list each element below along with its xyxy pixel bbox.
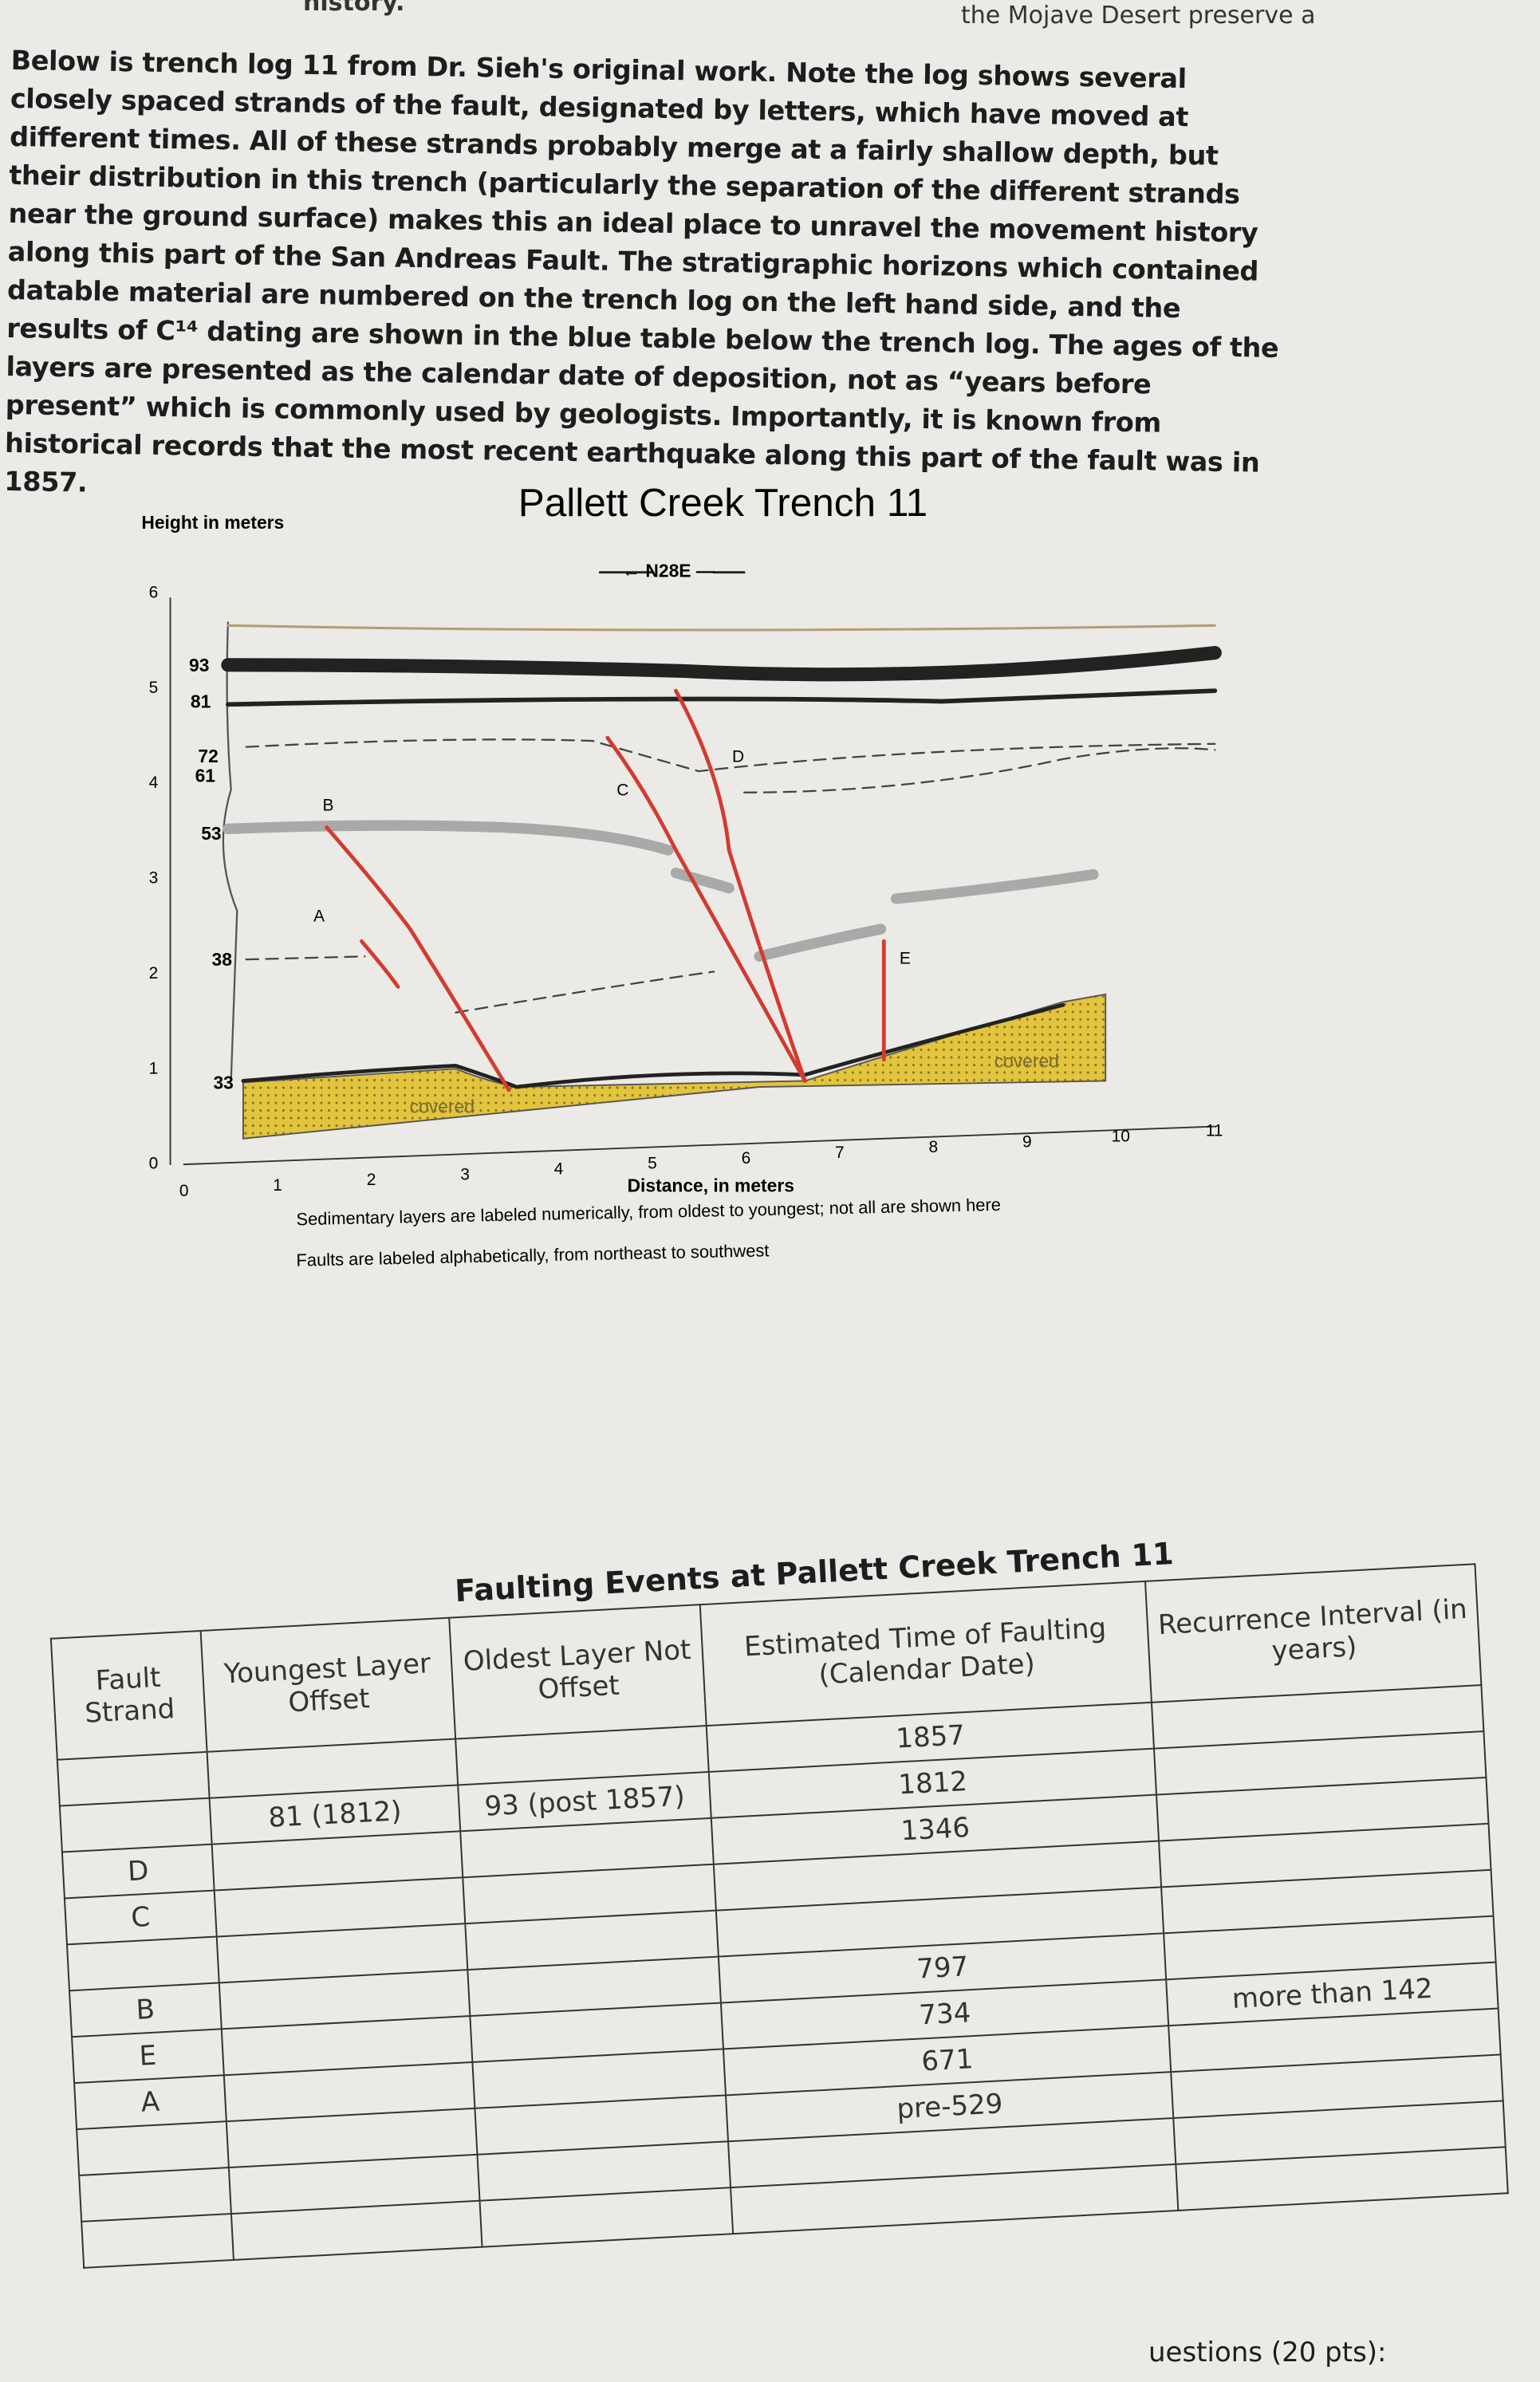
trench-drawing	[169, 571, 1222, 1166]
layer-label: 33	[213, 1072, 233, 1093]
column-header: Estimated Time of Faulting (Calendar Dat…	[699, 1581, 1152, 1726]
table-cell: E	[72, 2029, 224, 2084]
trench-figure: Pallett Creek Trench 11 Height in meters…	[141, 481, 1223, 1270]
x-tick-label: 8	[929, 1138, 939, 1156]
column-header: Oldest Layer Not Offset	[449, 1604, 707, 1739]
x-tick-label: 0	[179, 1182, 189, 1200]
table-cell	[57, 1751, 210, 1806]
column-header: Fault Strand	[50, 1631, 207, 1760]
x-tick-label: 4	[554, 1160, 564, 1179]
table-cell: D	[61, 1844, 215, 1899]
layer-label: 93	[189, 655, 209, 675]
layer-label: 53	[201, 823, 221, 844]
layer-label: 38	[212, 949, 232, 970]
x-tick-label: 9	[1022, 1132, 1032, 1151]
layer-label: 61	[195, 766, 216, 786]
fault-label: E	[900, 950, 911, 968]
table-cell	[79, 2167, 231, 2222]
y-tick-label: 5	[149, 679, 159, 697]
column-header: Recurrence Interval (in years)	[1145, 1564, 1482, 1703]
x-tick-label: 6	[742, 1149, 751, 1167]
column-header: Youngest Layer Offset	[200, 1617, 456, 1752]
events-table: Fault Strand Youngest Layer Offset Oldest …	[50, 1563, 1509, 2269]
fault-label: A	[313, 907, 325, 925]
table-cell	[81, 2214, 234, 2268]
y-tick-label: 1	[149, 1059, 159, 1077]
layer-label: 72	[198, 746, 218, 766]
footer-fragment: uestions (20 pts):	[1148, 2337, 1387, 2368]
figure-title: Pallett Creek Trench 11	[518, 481, 928, 525]
direction-label: ← N28E —	[622, 561, 715, 581]
caption: Faults are labeled alphabetically, from …	[296, 1240, 769, 1270]
y-tick-label: 0	[149, 1155, 159, 1173]
table-block: Faulting Events at Pallett Creek Trench …	[48, 1520, 1509, 2269]
table-cell	[59, 1797, 212, 1852]
fault-label: D	[732, 747, 744, 766]
covered-label: covered	[410, 1097, 475, 1117]
x-tick-label: 2	[367, 1171, 376, 1189]
layer-label: 81	[191, 691, 211, 711]
fault-label: B	[323, 796, 334, 814]
header-fragment: the Mojave Desert preserve a	[961, 2, 1316, 30]
table-cell	[66, 1936, 219, 1991]
x-tick-label: 5	[648, 1155, 657, 1173]
x-axis-label: Distance, in meters	[628, 1175, 794, 1196]
fault-label: C	[616, 781, 628, 799]
header-fragment: history.	[303, 0, 405, 17]
y-axis-label: Height in meters	[141, 512, 284, 533]
x-tick-label: 11	[1206, 1122, 1223, 1140]
covered-label: covered	[995, 1051, 1059, 1072]
x-tick-label: 1	[273, 1176, 282, 1195]
x-tick-label: 7	[835, 1144, 845, 1162]
table-cell	[77, 2121, 229, 2175]
table-cell: C	[64, 1890, 217, 1945]
table-cell: A	[74, 2075, 226, 2130]
x-tick-label: 3	[460, 1165, 470, 1183]
caption: Sedimentary layers are labeled numerical…	[296, 1195, 1001, 1229]
y-tick-label: 6	[149, 583, 159, 601]
y-tick-label: 2	[149, 964, 159, 982]
y-tick-label: 4	[149, 774, 159, 792]
y-tick-label: 3	[149, 869, 159, 888]
table-cell: B	[69, 1982, 222, 2037]
x-tick-label: 10	[1112, 1127, 1130, 1145]
